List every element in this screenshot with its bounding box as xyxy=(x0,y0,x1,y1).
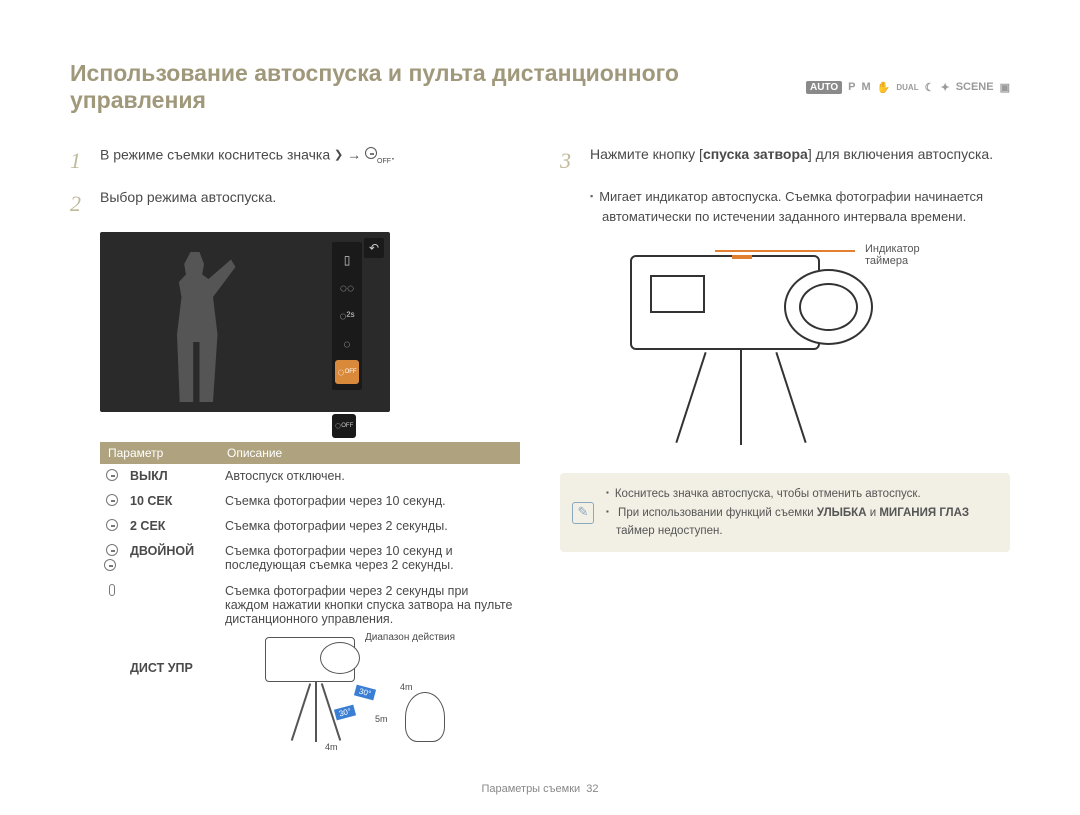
th-param: Параметр xyxy=(100,442,219,464)
page-title: Использование автоспуска и пульта дистан… xyxy=(70,60,806,114)
row-double-name: ДВОЙНОЙ xyxy=(124,539,219,579)
menu-double-icon[interactable]: ◌◌ xyxy=(335,276,359,300)
step-2: 2 Выбор режима автоспуска. xyxy=(70,187,520,220)
remote-range-diagram: 30° 30° 4m 5m 4m Диапазон действия xyxy=(225,632,455,752)
moon-icon: ☾ xyxy=(925,81,935,94)
menu-2s-icon[interactable]: ◌²ˢ xyxy=(335,304,359,328)
badge-auto: AUTO xyxy=(806,81,842,94)
tripod-icon xyxy=(680,350,800,450)
callout-line xyxy=(715,250,855,252)
timer-off-icon: OFF xyxy=(365,144,391,167)
row-10s-name: 10 СЕК xyxy=(124,489,219,514)
table-row: ДВОЙНОЙ Съемка фотографии через 10 секун… xyxy=(100,539,520,579)
timer-menu: ▯ ◌◌ ◌²ˢ ◌ ◌OFF xyxy=(332,242,362,390)
th-desc: Описание xyxy=(219,442,520,464)
step-3-text: Нажмите кнопку [спуска затвора] для вклю… xyxy=(590,144,993,177)
camera-tripod-illustration: Индикатор таймера xyxy=(590,245,920,455)
dist-4m-1: 4m xyxy=(400,682,413,692)
row-double-icon xyxy=(100,539,124,579)
step-1-num: 1 xyxy=(70,144,90,177)
step-3: 3 Нажмите кнопку [спуска затвора] для вк… xyxy=(560,144,1010,177)
step-1: 1 В режиме съемки коснитесь значка ❯ → O… xyxy=(70,144,520,177)
params-table: Параметр Описание ВЫКЛ Автоспуск отключе… xyxy=(100,442,520,757)
step-3-bullet: Мигает индикатор автоспуска. Съемка фото… xyxy=(590,187,1010,227)
info-icon: ✎ xyxy=(572,502,594,524)
note-line-2: При использовании функций съемки УЛЫБКА … xyxy=(606,504,996,541)
badge-scene: SCENE xyxy=(956,81,994,93)
table-row: ВЫКЛ Автоспуск отключен. xyxy=(100,464,520,489)
footer-label: Параметры съемки xyxy=(481,783,580,795)
person-silhouette xyxy=(150,252,240,402)
step-1-text: В режиме съемки коснитесь значка ❯ → OFF… xyxy=(100,144,395,177)
table-row: ДИСТ УПР Съемка фотографии через 2 секун… xyxy=(100,579,520,757)
back-icon[interactable]: ↶ xyxy=(364,238,384,258)
range-label: Диапазон действия xyxy=(365,632,455,643)
row-off-icon xyxy=(100,464,124,489)
table-row: 10 СЕК Съемка фотографии через 10 секунд… xyxy=(100,489,520,514)
range-arrow-2: 30° xyxy=(334,705,356,721)
page-footer: Параметры съемки 32 xyxy=(0,783,1080,795)
badge-p: P xyxy=(848,81,855,93)
footer-page: 32 xyxy=(586,783,598,795)
note-box: ✎ Коснитесь значка автоспуска, чтобы отм… xyxy=(560,473,1010,552)
camera-menu-screenshot: ↶ ▯ ◌◌ ◌²ˢ ◌ ◌OFF ◌OFF xyxy=(100,232,390,412)
menu-off-icon-selected[interactable]: ◌OFF xyxy=(335,360,359,384)
camera-outline-icon xyxy=(630,255,820,350)
row-double-desc: Съемка фотографии через 10 секунд и посл… xyxy=(219,539,520,579)
video-icon: ▣ xyxy=(1000,81,1010,94)
step-2-text: Выбор режима автоспуска. xyxy=(100,187,276,220)
row-2s-icon xyxy=(100,514,124,539)
badge-m: M xyxy=(862,81,871,93)
table-row: 2 СЕК Съемка фотографии через 2 секунды. xyxy=(100,514,520,539)
step-3-num: 3 xyxy=(560,144,580,177)
remote-hand-icon xyxy=(405,692,445,742)
dist-4m-2: 4m xyxy=(325,742,338,752)
row-remote-icon xyxy=(100,579,124,757)
callout-label: Индикатор таймера xyxy=(865,243,920,267)
mode-badges: AUTO P M ✋ DUAL ☾ ✦ SCENE ▣ xyxy=(806,81,1010,94)
row-off-name: ВЫКЛ xyxy=(124,464,219,489)
note-line-1: Коснитесь значка автоспуска, чтобы отмен… xyxy=(606,485,996,503)
hand-icon: ✋ xyxy=(877,81,891,94)
dist-5m: 5m xyxy=(375,714,388,724)
row-2s-name: 2 СЕК xyxy=(124,514,219,539)
row-10s-icon xyxy=(100,489,124,514)
menu-10s-icon[interactable]: ◌ xyxy=(335,332,359,356)
row-off-desc: Автоспуск отключен. xyxy=(219,464,520,489)
chevron-icon: ❯ xyxy=(334,147,343,164)
menu-remote-icon[interactable]: ▯ xyxy=(335,248,359,272)
menu-off-icon-below[interactable]: ◌OFF xyxy=(332,414,356,438)
row-2s-desc: Съемка фотографии через 2 секунды. xyxy=(219,514,520,539)
badge-dual: DUAL xyxy=(896,83,918,92)
range-arrow-1: 30° xyxy=(354,685,376,701)
step-2-num: 2 xyxy=(70,187,90,220)
star-icon: ✦ xyxy=(940,81,949,94)
row-10s-desc: Съемка фотографии через 10 секунд. xyxy=(219,489,520,514)
row-remote-name: ДИСТ УПР xyxy=(124,579,219,757)
row-remote-desc: Съемка фотографии через 2 секунды при ка… xyxy=(219,579,520,757)
